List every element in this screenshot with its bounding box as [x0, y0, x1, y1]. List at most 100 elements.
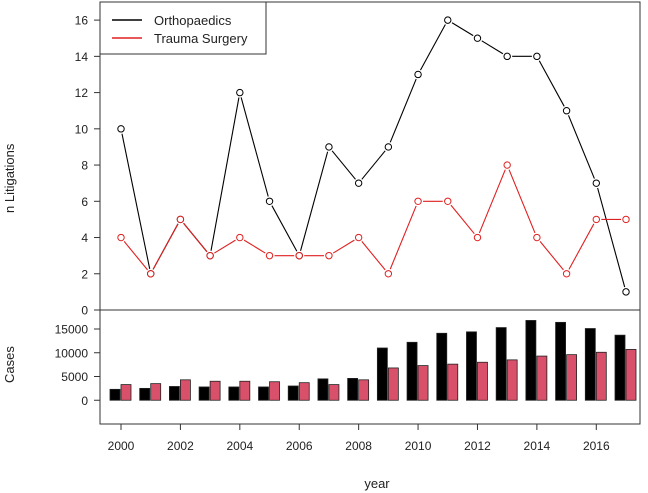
bar-orthopaedics-2002 [169, 386, 180, 401]
series-segment-trauma-surgery [123, 241, 148, 271]
point-orthopaedics-2015 [562, 107, 571, 115]
year-x-tick-label: 2002 [167, 439, 194, 453]
series-segment-trauma-surgery [539, 241, 564, 271]
y-axis-label-cases: Cases [2, 346, 17, 383]
bar-trauma-surgery-2001 [150, 383, 162, 401]
bar-orthopaedics-2009 [376, 347, 388, 401]
cases-y-tick-label: 0 [81, 394, 88, 408]
cases-bars [109, 320, 637, 401]
series-segment-orthopaedics [481, 40, 504, 55]
point-trauma-surgery-2011 [444, 197, 452, 205]
litigations-y-tick-label: 10 [75, 122, 89, 136]
series-segment-orthopaedics [361, 150, 386, 180]
series-segment-trauma-surgery [508, 169, 536, 234]
litigations-y-tick-label: 2 [81, 267, 88, 281]
litigations-y-tick-label: 16 [75, 14, 89, 28]
bar-trauma-surgery-2002 [180, 379, 191, 401]
series-segment-trauma-surgery [183, 222, 208, 253]
x-axis-label-year: year [364, 476, 390, 491]
bar-trauma-surgery-2012 [477, 361, 488, 401]
litigations-y-tick-label: 0 [81, 304, 88, 318]
bar-orthopaedics-2011 [436, 332, 448, 401]
bar-trauma-surgery-2014 [536, 355, 548, 401]
year-x-tick-label: 2004 [226, 439, 253, 453]
series-segment-orthopaedics [389, 78, 417, 143]
year-x-tick-label: 2000 [108, 439, 135, 453]
point-trauma-surgery-2017 [622, 215, 630, 224]
bar-trauma-surgery-2004 [239, 380, 251, 401]
bar-orthopaedics-2016 [584, 328, 596, 401]
litigations-y-tick-label: 12 [75, 86, 89, 100]
series-segment-orthopaedics [121, 133, 151, 269]
series-segment-trauma-surgery [214, 239, 236, 254]
cases-panel: 0 5000 10000 15000 2000 2002 2004 2006 2008 2010… [2, 309, 641, 491]
bar-trauma-surgery-2010 [417, 365, 429, 401]
point-orthopaedics-2000 [117, 125, 125, 133]
series-segment-trauma-surgery [568, 223, 595, 270]
bar-trauma-surgery-2015 [566, 354, 577, 401]
bar-orthopaedics-2008 [347, 377, 359, 401]
cases-y-axis: 0 5000 10000 15000 [55, 323, 100, 408]
series-segment-trauma-surgery [243, 239, 266, 254]
point-trauma-surgery-2013 [503, 161, 511, 169]
litigations-y-tick-label: 6 [81, 195, 88, 209]
cases-y-tick-label: 15000 [55, 323, 89, 337]
litigations-panel: 0 2 4 6 8 10 12 14 16 Orthopaedics Trauma Surger… [2, 1, 641, 318]
point-orthopaedics-2017 [622, 288, 630, 296]
bar-trauma-surgery-2017 [625, 349, 637, 401]
point-trauma-surgery-2001 [147, 270, 155, 278]
series-segment-orthopaedics [331, 150, 356, 180]
point-trauma-surgery-2006 [295, 251, 303, 260]
point-orthopaedics-2011 [444, 16, 452, 24]
series-segment-trauma-surgery [450, 204, 475, 235]
year-x-tick-label: 2008 [345, 439, 372, 453]
series-segment-orthopaedics [538, 60, 565, 107]
year-x-tick-label: 2016 [583, 439, 610, 453]
legend: Orthopaedics Trauma Surgery [99, 1, 267, 55]
cases-y-tick-label: 10000 [55, 346, 89, 360]
series-segment-orthopaedics [597, 187, 626, 288]
series-segment-orthopaedics [419, 24, 446, 71]
point-orthopaedics-2010 [414, 70, 422, 79]
point-orthopaedics-2013 [503, 52, 511, 61]
point-trauma-surgery-2015 [562, 270, 571, 278]
litigations-y-tick-label: 4 [81, 231, 88, 245]
bar-orthopaedics-2000 [109, 388, 121, 401]
point-trauma-surgery-2010 [414, 197, 422, 205]
year-x-tick-label: 2014 [524, 439, 551, 453]
bar-orthopaedics-2013 [495, 327, 507, 401]
bar-orthopaedics-2017 [614, 334, 626, 401]
point-trauma-surgery-2004 [236, 233, 244, 242]
bar-orthopaedics-2015 [555, 321, 566, 401]
series-segment-orthopaedics [567, 115, 595, 179]
point-orthopaedics-2004 [236, 88, 244, 97]
point-trauma-surgery-2016 [592, 215, 600, 224]
point-trauma-surgery-2003 [206, 251, 214, 260]
point-orthopaedics-2012 [473, 34, 482, 42]
litigations-y-tick-label: 14 [75, 50, 89, 64]
point-trauma-surgery-2009 [384, 270, 393, 278]
bar-orthopaedics-2001 [139, 387, 151, 401]
bar-trauma-surgery-2016 [595, 351, 607, 401]
litigations-series [117, 16, 630, 296]
point-orthopaedics-2005 [265, 197, 274, 205]
point-orthopaedics-2008 [354, 179, 363, 187]
bar-trauma-surgery-2006 [298, 382, 310, 401]
bar-orthopaedics-2012 [466, 331, 477, 401]
point-orthopaedics-2009 [384, 143, 393, 151]
cases-plot-frame [99, 309, 641, 425]
year-x-tick-label: 2006 [286, 439, 313, 453]
legend-label-orthopaedics: Orthopaedics [154, 13, 232, 28]
bar-trauma-surgery-2003 [209, 380, 221, 401]
bar-orthopaedics-2003 [198, 386, 210, 401]
point-orthopaedics-2014 [533, 52, 541, 61]
series-segment-orthopaedics [271, 205, 298, 252]
year-x-tick-label: 2012 [464, 439, 491, 453]
point-trauma-surgery-2000 [117, 233, 125, 242]
litigations-y-axis: 0 2 4 6 8 10 12 14 16 [75, 14, 100, 318]
bar-orthopaedics-2007 [317, 378, 329, 401]
cases-y-tick-label: 5000 [61, 370, 88, 384]
year-x-tick-label: 2010 [405, 439, 432, 453]
bar-trauma-surgery-2011 [447, 363, 459, 401]
